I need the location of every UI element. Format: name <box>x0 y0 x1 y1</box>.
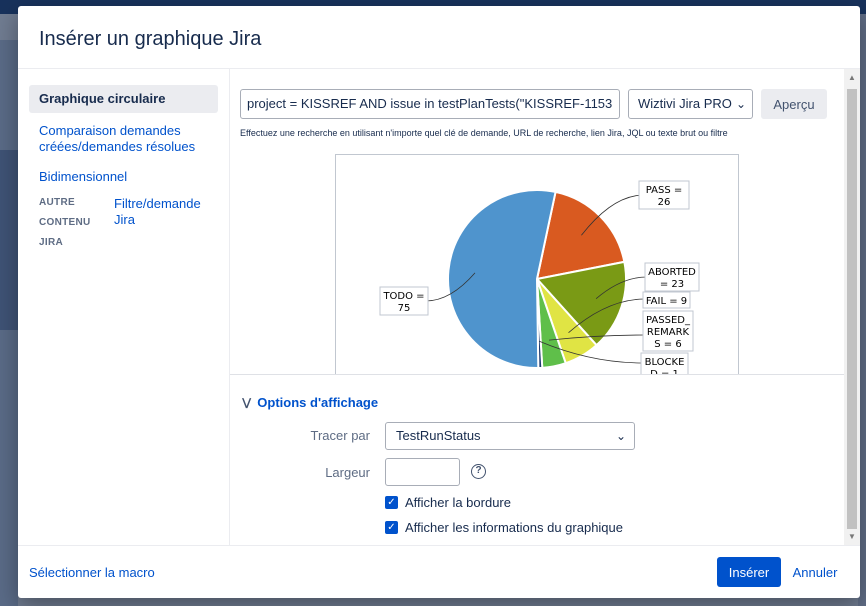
pie-slice-0 <box>535 190 626 281</box>
scroll-down-icon[interactable]: ▼ <box>848 532 856 541</box>
pie-label-text: TODO = <box>382 291 424 302</box>
show-info-checkbox[interactable]: ✓ <box>385 521 398 534</box>
pie-label-text: REMARK <box>647 327 690 338</box>
pie-label-text: = 23 <box>660 279 684 290</box>
plot-by-value: TestRunStatus <box>396 428 481 443</box>
double-chevron-icon: ⋁ <box>242 397 252 409</box>
pie-label-text: 26 <box>658 197 671 208</box>
pie-label-box-0 <box>638 180 690 210</box>
pie-slice-5 <box>447 189 557 369</box>
pie-label-text: PASS = <box>646 185 682 196</box>
sidebar-item-two-dimensional[interactable]: Bidimensionnel <box>39 169 128 184</box>
preview-divider <box>230 374 845 375</box>
vertical-scrollbar[interactable]: ▲ ▼ <box>844 69 860 545</box>
pie-leader-line-2 <box>568 298 646 334</box>
pie-leader-line-0 <box>581 194 645 236</box>
header-divider <box>18 68 860 69</box>
jql-search-input[interactable]: project = KISSREF AND issue in testPlanT… <box>240 89 620 119</box>
cancel-button[interactable]: Annuler <box>786 557 844 587</box>
display-options: ⋁ Options d'affichage Tracer par TestRunS… <box>230 375 845 545</box>
pie-leader-line-3 <box>548 334 646 341</box>
pie-label-box-1 <box>644 262 700 292</box>
pie-leader-line-4 <box>539 340 644 364</box>
chevron-down-icon: ⌄ <box>615 429 626 443</box>
select-macro-link[interactable]: Sélectionner la macro <box>29 565 155 580</box>
pie-label-text: S = 6 <box>654 339 681 350</box>
footer-divider <box>18 545 860 546</box>
scrollbar-thumb[interactable] <box>847 89 857 529</box>
pie-label-text: PASSED_ <box>646 315 691 326</box>
dialog-title: Insérer un graphique Jira <box>39 28 262 50</box>
pie-label-text: ABORTED <box>648 267 696 278</box>
pie-chart-svg: PASS =26 ABORTED= 23 FAIL = 9 PASSED_REMARK… <box>379 180 700 374</box>
show-border-row[interactable]: ✓ Afficher la bordure <box>385 495 511 510</box>
main-panel: project = KISSREF AND issue in testPlanT… <box>229 69 860 545</box>
plot-by-select[interactable]: TestRunStatus ⌄ <box>385 422 635 450</box>
show-border-checkbox[interactable]: ✓ <box>385 496 398 509</box>
pie-label-box-5 <box>379 286 429 316</box>
width-label: Largeur <box>325 465 370 480</box>
server-select-value: Wiztivi Jira PRO <box>638 96 732 111</box>
search-hint: Effectuez une recherche en utilisant n'i… <box>240 128 728 138</box>
preview-button[interactable]: Aperçu <box>761 89 827 119</box>
sidebar-item-filter-issue[interactable]: Filtre/demande Jira <box>114 196 201 227</box>
insert-button[interactable]: Insérer <box>717 557 781 587</box>
server-select[interactable]: Wiztivi Jira PRO ⌄ <box>628 89 753 119</box>
sidebar-item-created-vs-resolved[interactable]: Comparaison demandes créées/demandes rés… <box>39 123 196 154</box>
chart-type-sidebar: Graphique circulaire Comparaison demande… <box>18 69 229 545</box>
chevron-down-icon: ⌄ <box>735 97 746 111</box>
pie-label-text: 75 <box>398 303 411 314</box>
sidebar-item-pie-chart[interactable]: Graphique circulaire <box>29 85 218 113</box>
pie-label-text: D = 1 <box>650 369 679 374</box>
display-options-label: Options d'affichage <box>257 395 379 410</box>
pie-label-box-3 <box>642 310 694 352</box>
show-border-label: Afficher la bordure <box>405 495 511 510</box>
help-icon[interactable]: ? <box>471 464 486 479</box>
sidebar-group-label: AUTRE CONTENU JIRA <box>39 197 91 248</box>
pie-chart-preview: PASS = 26 ABORTED = 23 FAIL = 9 PASSED_ REMARK… <box>335 154 739 374</box>
pie-label-box-2 <box>642 291 691 309</box>
pie-label-box-4 <box>640 352 689 374</box>
pie-leader-line-1 <box>595 276 648 300</box>
pie-label-text: BLOCKE <box>645 357 685 368</box>
insert-jira-chart-dialog: Insérer un graphique Jira Graphique circ… <box>18 6 860 598</box>
pie-label-text: FAIL = 9 <box>646 296 687 307</box>
scroll-up-icon[interactable]: ▲ <box>848 73 856 82</box>
show-info-label: Afficher les informations du graphique <box>405 520 623 535</box>
plot-by-label: Tracer par <box>310 428 370 443</box>
pie-leader-line-5 <box>425 272 476 302</box>
display-options-toggle[interactable]: ⋁ Options d'affichage <box>242 395 378 410</box>
width-input[interactable] <box>385 458 460 486</box>
pie-slice-1 <box>535 260 627 347</box>
show-info-row[interactable]: ✓ Afficher les informations du graphique <box>385 520 623 535</box>
